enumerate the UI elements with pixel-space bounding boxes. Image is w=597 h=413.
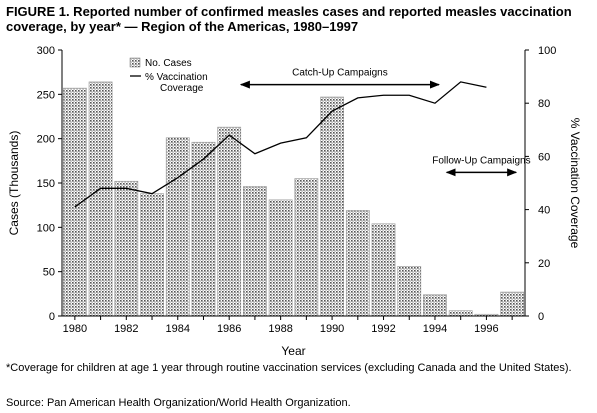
right-tick-label: 60 — [538, 151, 550, 163]
left-tick-label: 300 — [37, 45, 55, 57]
left-tick-label: 50 — [43, 267, 55, 279]
bar-1994 — [423, 294, 447, 317]
x-tick-label: 1986 — [217, 323, 241, 335]
left-tick-label: 100 — [37, 222, 55, 234]
bar-1983 — [140, 193, 164, 317]
x-tick-label: 1996 — [474, 323, 498, 335]
y-axis-label: Cases (Thousands) — [7, 131, 21, 236]
y2-axis-label: % Vaccination Coverage — [568, 118, 582, 249]
right-tick-label: 100 — [538, 45, 556, 57]
x-tick-label: 1982 — [114, 323, 138, 335]
annotation-label-0: Catch-Up Campaigns — [292, 68, 388, 79]
x-tick-label: 1992 — [371, 323, 395, 335]
annotation-label-1: Follow-Up Campaigns — [432, 155, 530, 166]
x-tick-label: 1990 — [320, 323, 344, 335]
bar-1990 — [320, 96, 344, 317]
left-tick-label: 150 — [37, 178, 55, 190]
legend-label-coverage: % Vaccination Coverage — [145, 72, 208, 94]
x-axis-label: Year — [281, 344, 305, 358]
bar-1981 — [88, 81, 113, 317]
right-tick-label: 40 — [538, 205, 550, 217]
bar-1985 — [191, 141, 216, 317]
coverage-line — [74, 81, 487, 208]
right-tick-label: 0 — [538, 311, 544, 323]
left-tick-label: 0 — [49, 311, 55, 323]
x-tick-label: 1994 — [423, 323, 447, 335]
legend-label-cases: No. Cases — [145, 58, 192, 69]
bar-1980 — [62, 87, 87, 317]
footnote: *Coverage for children at age 1 year thr… — [6, 362, 572, 374]
bar-1987 — [243, 186, 267, 317]
legend-swatch-cases — [129, 57, 141, 68]
figure-title: FIGURE 1. Reported number of confirmed m… — [6, 4, 572, 34]
left-tick-label: 200 — [37, 134, 55, 146]
bar-1986 — [217, 126, 242, 317]
bar-1997 — [500, 291, 525, 317]
right-tick-label: 80 — [538, 98, 550, 110]
x-tick-label: 1984 — [166, 323, 190, 335]
bar-1993 — [397, 266, 422, 317]
bar-1982 — [114, 180, 139, 317]
x-tick-label: 1988 — [268, 323, 292, 335]
left-tick-label: 250 — [37, 89, 55, 101]
x-tick-label: 1980 — [63, 323, 87, 335]
source-note: Source: Pan American Health Organization… — [6, 397, 351, 409]
bar-1989 — [294, 178, 319, 317]
right-tick-label: 20 — [538, 258, 550, 270]
bar-1991 — [345, 210, 370, 317]
bar-1992 — [371, 223, 396, 317]
bar-1984 — [165, 137, 190, 317]
bar-1988 — [268, 199, 293, 317]
bar-1995 — [448, 310, 473, 317]
